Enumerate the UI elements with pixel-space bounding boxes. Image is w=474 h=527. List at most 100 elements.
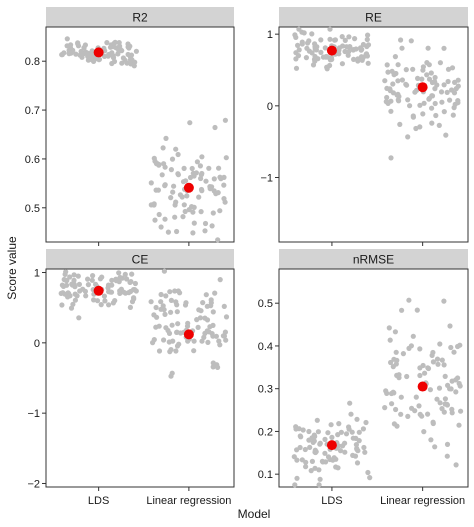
y-tick-label: 0.1 (258, 469, 273, 481)
data-point (156, 211, 162, 218)
data-point (108, 289, 115, 295)
data-point (458, 408, 464, 414)
data-point (394, 372, 400, 378)
data-point (210, 360, 216, 366)
data-point (419, 76, 425, 82)
data-point (185, 320, 191, 326)
data-point (455, 77, 461, 83)
data-point (82, 42, 88, 48)
data-point (451, 105, 457, 111)
data-point (85, 276, 91, 282)
data-point (388, 155, 394, 161)
x-tick-label: LDS (321, 495, 342, 507)
data-point (339, 61, 345, 67)
data-point (437, 60, 443, 66)
data-point (153, 324, 159, 330)
data-point (129, 271, 135, 277)
data-point (148, 180, 154, 186)
data-point (399, 77, 405, 83)
data-point (151, 155, 157, 161)
data-point (318, 37, 324, 43)
data-point (382, 405, 388, 411)
data-point (116, 48, 122, 54)
data-point (441, 362, 447, 368)
data-point (442, 373, 448, 379)
data-point (337, 448, 344, 454)
data-point (420, 64, 426, 70)
data-point (198, 172, 204, 178)
y-tick-label: 0 (267, 101, 273, 113)
data-point (155, 187, 161, 193)
data-point (221, 196, 227, 202)
data-point (382, 78, 388, 84)
data-point (329, 434, 335, 440)
data-point (314, 417, 320, 423)
data-point (105, 53, 111, 59)
data-point (320, 54, 326, 60)
data-point (175, 321, 181, 327)
data-point (208, 303, 214, 309)
data-point (336, 443, 342, 449)
data-point (442, 396, 448, 402)
data-point (444, 401, 450, 407)
data-point (325, 454, 332, 460)
data-point (173, 348, 179, 354)
data-point (295, 42, 301, 49)
data-point (132, 280, 138, 287)
data-point (206, 329, 212, 335)
y-tick-label: 0 (34, 338, 40, 350)
data-point (395, 62, 401, 68)
data-point (455, 98, 461, 104)
data-point (450, 112, 456, 118)
data-point (417, 365, 423, 371)
data-point (417, 124, 423, 130)
data-point (161, 337, 167, 343)
data-point (150, 340, 156, 346)
data-point (160, 145, 166, 151)
data-point (158, 224, 164, 230)
data-point (316, 467, 322, 473)
data-point (110, 300, 116, 306)
data-point (169, 156, 176, 162)
data-point (453, 389, 459, 395)
data-point (393, 349, 399, 355)
data-point (303, 464, 309, 470)
data-point (197, 163, 203, 169)
data-point (174, 329, 180, 335)
data-point (332, 37, 338, 43)
data-point (360, 426, 366, 432)
data-point (175, 288, 181, 294)
data-point (196, 194, 202, 200)
data-point (294, 475, 300, 481)
mean-point-lds (326, 45, 337, 56)
data-point (429, 79, 435, 86)
data-point (61, 50, 67, 56)
data-point (158, 291, 164, 298)
data-point (425, 411, 431, 417)
data-point (202, 330, 208, 336)
data-point (127, 43, 133, 49)
data-point (120, 55, 126, 61)
data-point (361, 444, 367, 451)
data-point (182, 302, 189, 308)
data-point (399, 45, 405, 51)
data-point (451, 349, 457, 355)
data-point (158, 299, 164, 305)
data-point (195, 324, 201, 330)
data-point (359, 57, 365, 63)
data-point (67, 274, 73, 280)
data-point (441, 45, 447, 51)
data-point (362, 449, 368, 455)
data-point (330, 457, 336, 463)
data-point (351, 56, 357, 63)
data-point (327, 57, 333, 63)
data-point (447, 97, 453, 103)
data-point (365, 469, 371, 476)
data-point (387, 88, 393, 94)
data-point (398, 394, 404, 400)
y-tick-label: 1 (34, 268, 40, 280)
panel-re: RE −1 0 1 (260, 7, 469, 246)
data-point (343, 431, 350, 437)
data-point (75, 273, 81, 279)
data-point (322, 45, 328, 51)
